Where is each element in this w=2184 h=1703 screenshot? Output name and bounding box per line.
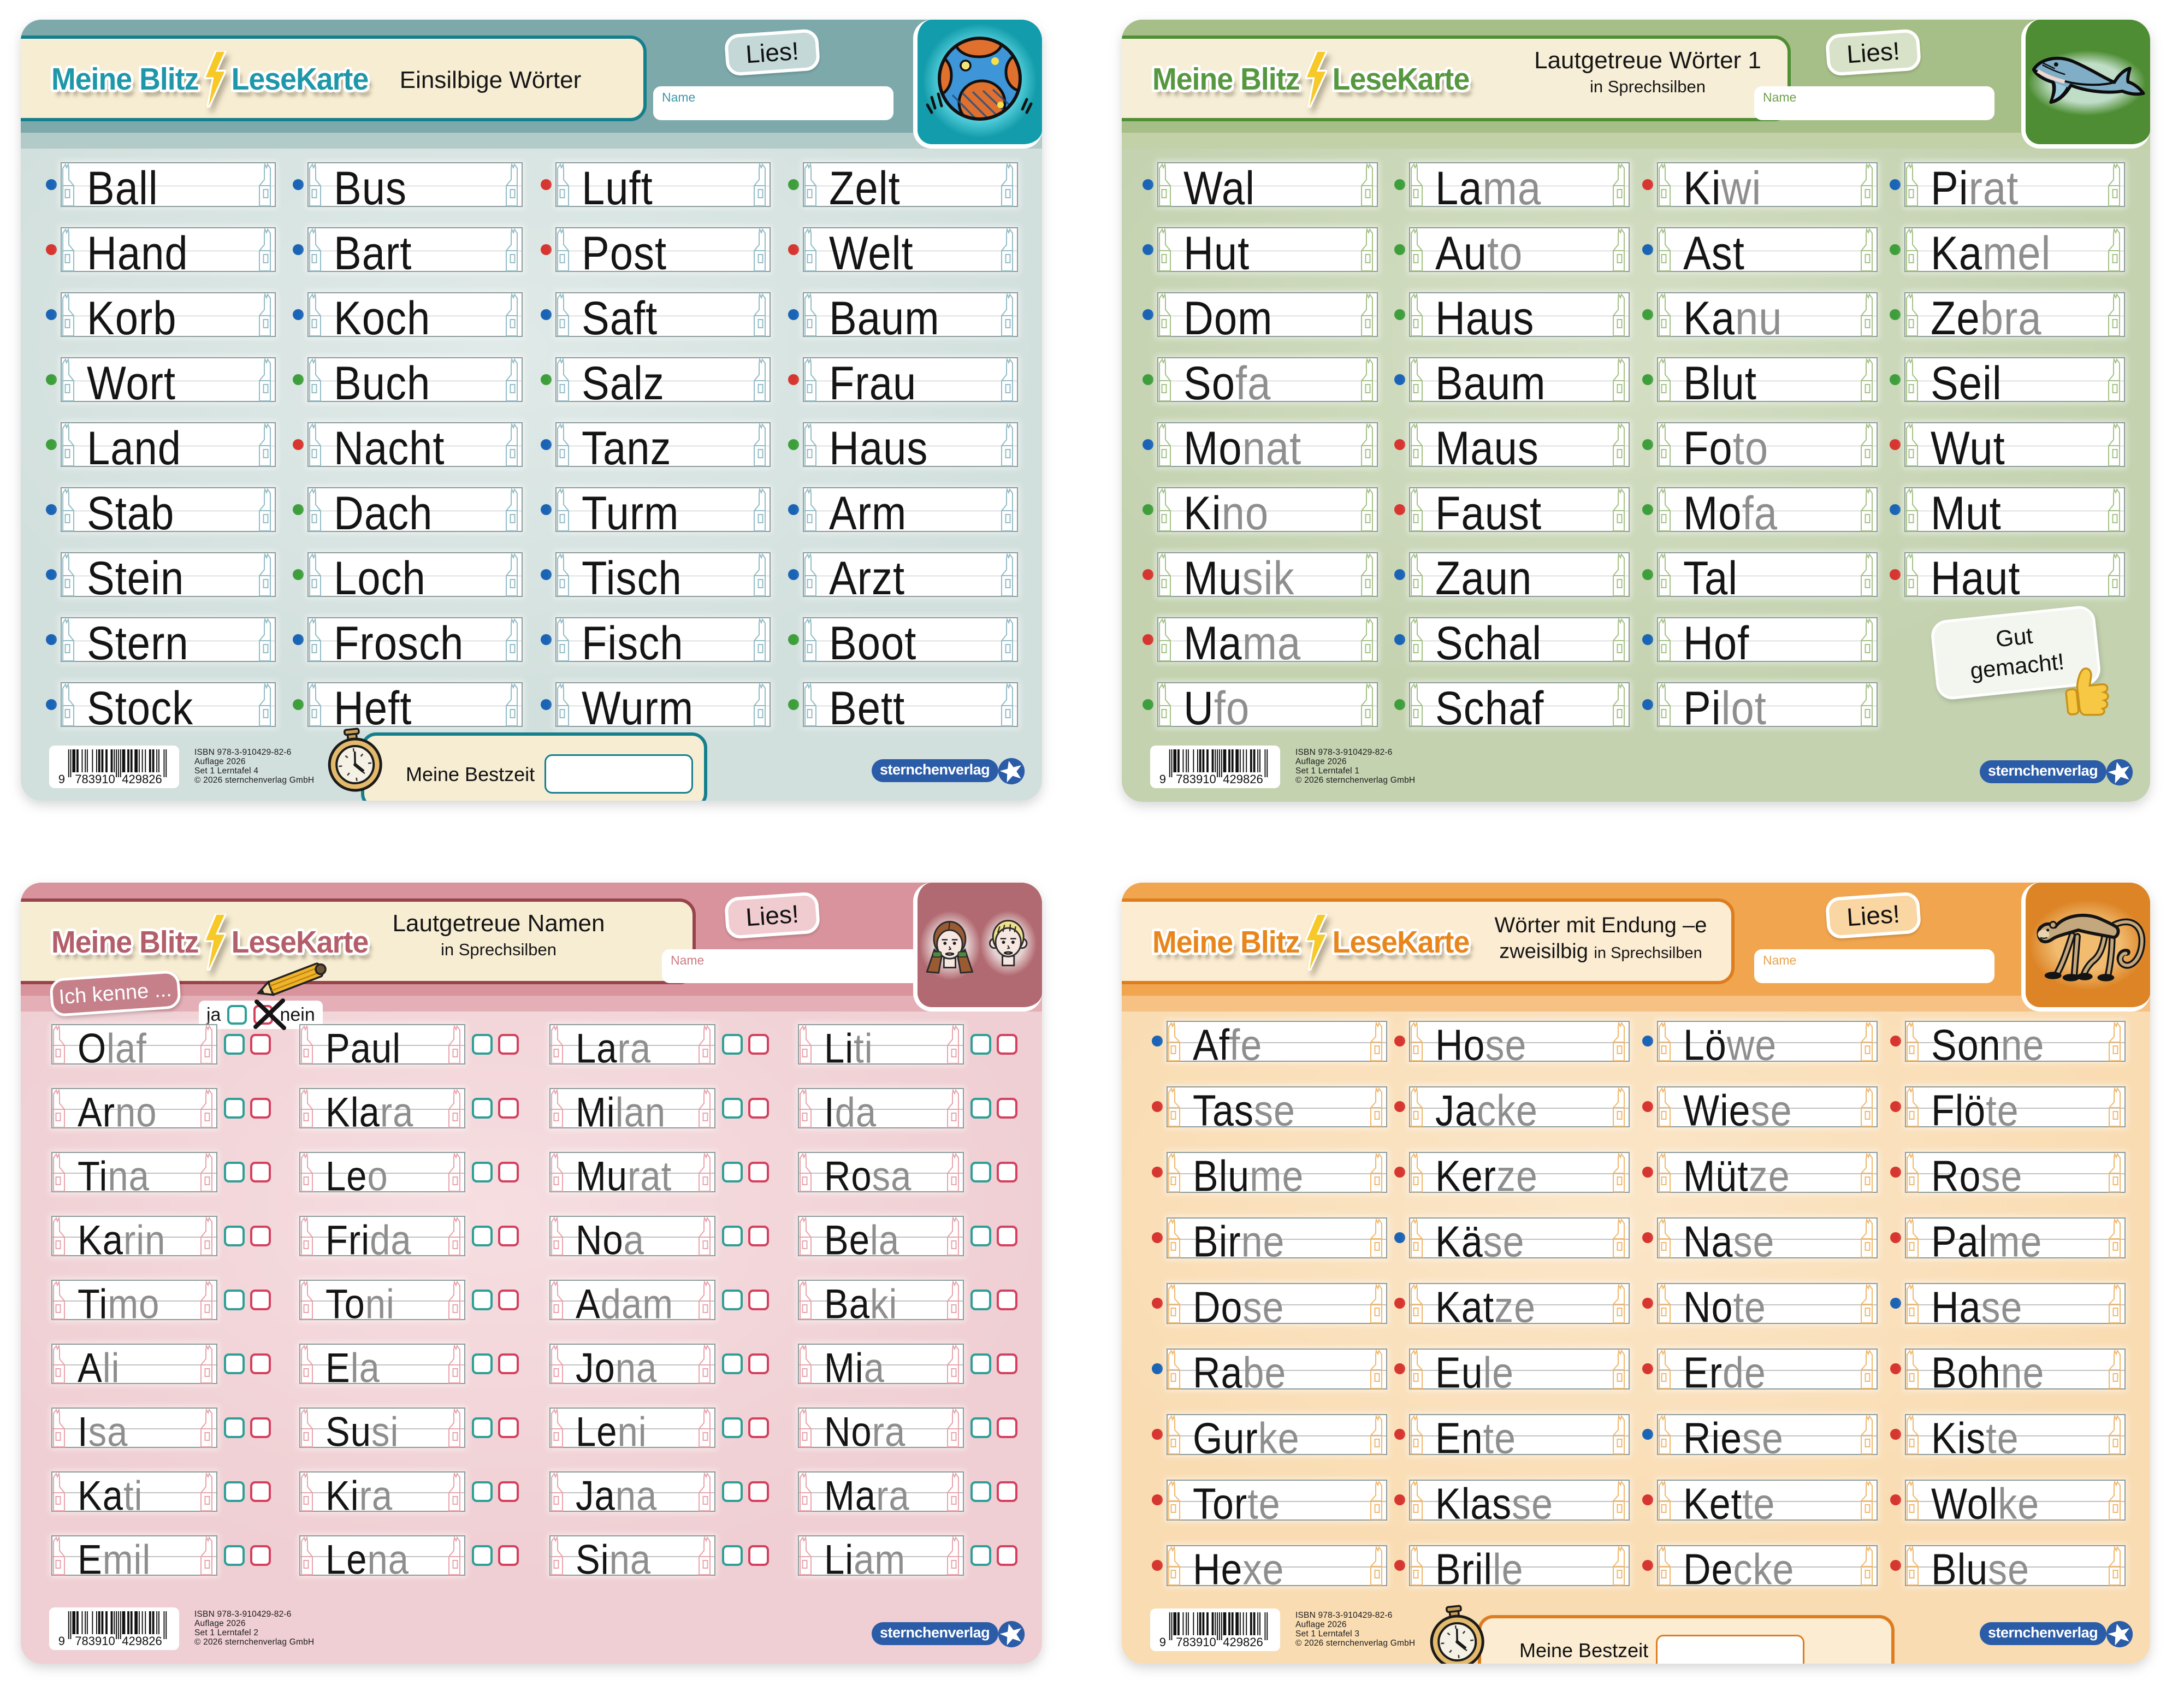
svg-text:429826: 429826 (1223, 1635, 1263, 1649)
svg-text:783910: 783910 (75, 772, 115, 786)
svg-text:783910: 783910 (75, 1634, 115, 1648)
svg-text:9: 9 (58, 1634, 65, 1648)
svg-text:429826: 429826 (1223, 772, 1263, 786)
svg-text:9: 9 (1159, 772, 1166, 786)
svg-text:783910: 783910 (1176, 772, 1216, 786)
svg-text:429826: 429826 (122, 1634, 162, 1648)
svg-text:9: 9 (1159, 1635, 1166, 1649)
svg-text:9: 9 (58, 772, 65, 786)
svg-text:783910: 783910 (1176, 1635, 1216, 1649)
svg-text:429826: 429826 (122, 772, 162, 786)
